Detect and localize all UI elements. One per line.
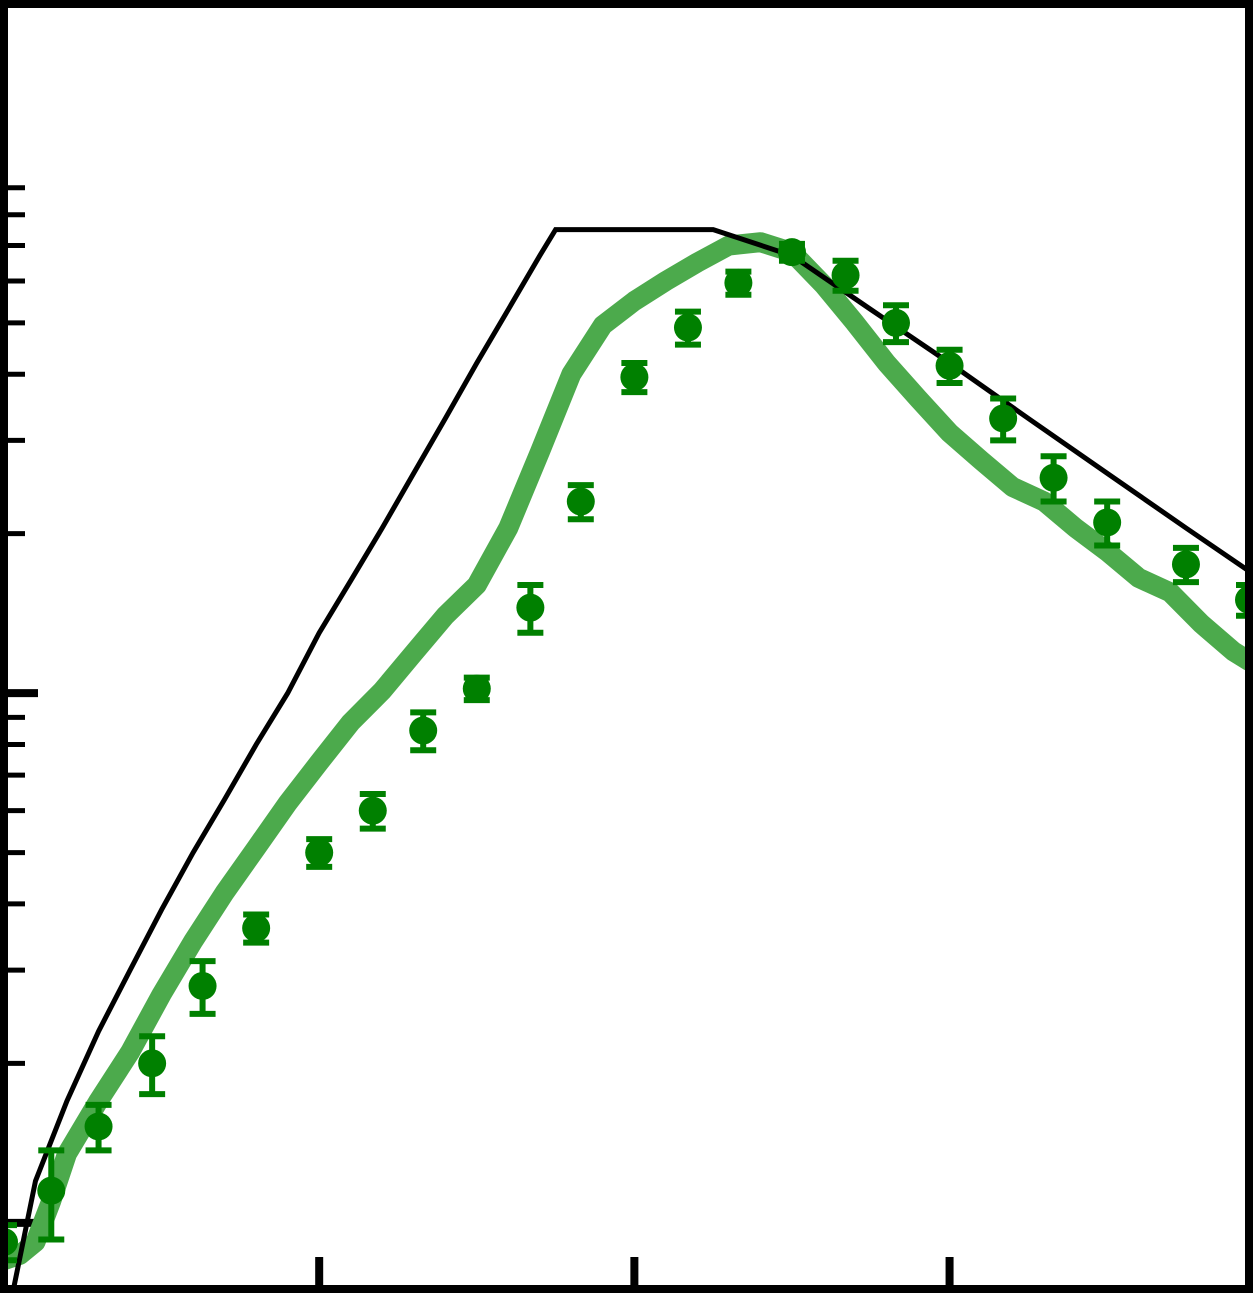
data-point-group [462, 674, 491, 704]
data-point [516, 593, 545, 622]
data-point-group [188, 958, 217, 1017]
data-point-group [242, 911, 271, 946]
data-point [37, 1176, 66, 1205]
data-point-group [566, 482, 595, 523]
data-point [462, 674, 491, 703]
data-point-group [516, 582, 545, 636]
data-point [138, 1049, 167, 1078]
data-point [673, 313, 702, 342]
data-point-group [989, 395, 1018, 444]
data-point [831, 261, 860, 290]
ticks-layer [4, 185, 954, 1289]
data-point-group [1039, 453, 1068, 505]
model-line [11, 227, 1251, 1290]
data-point-group [777, 238, 806, 267]
data-point [620, 363, 649, 392]
data-point [305, 838, 334, 867]
data-point [1039, 463, 1068, 492]
data-point [242, 914, 271, 943]
data-point-group [138, 1033, 167, 1098]
data-point [409, 716, 438, 745]
data-point-group [620, 360, 649, 396]
data-point-group [724, 268, 753, 298]
data-point-group [831, 257, 860, 294]
data-point-group [1171, 544, 1200, 586]
data-point [724, 268, 753, 297]
data-point [989, 404, 1018, 433]
data-point-group [409, 709, 438, 754]
data-point-group [881, 302, 910, 346]
data-point-group [673, 308, 702, 348]
data-point-group [1093, 498, 1122, 549]
data-point-group [358, 791, 387, 832]
data-point-group [84, 1101, 113, 1154]
data-point [188, 971, 217, 1000]
data-point [935, 351, 964, 380]
data-point [566, 487, 595, 516]
data-point [358, 796, 387, 825]
data-point-group [37, 1147, 66, 1243]
data-point [777, 238, 806, 267]
data-point [84, 1112, 113, 1141]
data-point [1171, 550, 1200, 579]
data-point-group [305, 836, 334, 870]
data-point [881, 308, 910, 337]
data-point [1093, 508, 1122, 537]
data-point-group [935, 346, 964, 387]
points-layer [0, 238, 1253, 1264]
